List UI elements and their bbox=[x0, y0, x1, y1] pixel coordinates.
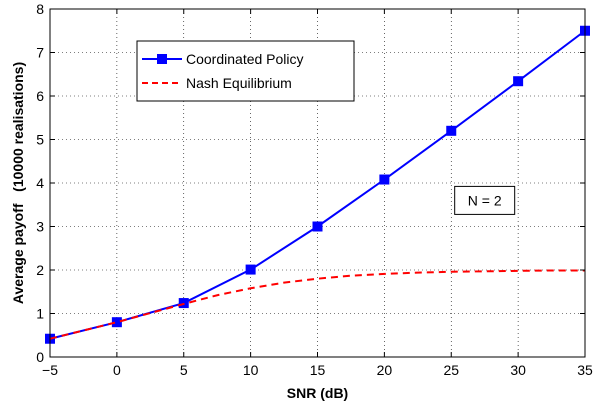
annotation-text: N = 2 bbox=[468, 192, 502, 208]
data-point-coordinated-policy bbox=[446, 125, 457, 136]
y-tick-label: 5 bbox=[36, 132, 44, 148]
x-tick-label: −5 bbox=[42, 362, 58, 378]
ticks bbox=[49, 8, 586, 358]
data-point-coordinated-policy bbox=[245, 264, 256, 275]
data-point-coordinated-policy bbox=[312, 221, 323, 232]
annotation-box bbox=[454, 185, 516, 215]
x-tick-label: 10 bbox=[243, 362, 259, 378]
data-point-coordinated-policy bbox=[111, 317, 122, 328]
y-tick-labels: 0 1 2 3 4 5 6 7 8 bbox=[36, 1, 44, 365]
y-tick-label: 3 bbox=[36, 219, 44, 235]
y-tick-label: 4 bbox=[36, 175, 44, 191]
x-tick-label: 15 bbox=[310, 362, 326, 378]
y-tick-label: 1 bbox=[36, 306, 44, 322]
y-tick-label: 7 bbox=[36, 45, 44, 61]
data-point-coordinated-policy bbox=[513, 76, 524, 87]
series-line-nash-equilibrium bbox=[49, 269, 585, 340]
y-tick-label: 0 bbox=[36, 349, 44, 365]
x-tick-label: 20 bbox=[377, 362, 393, 378]
data-point-coordinated-policy bbox=[379, 174, 390, 185]
y-axis-label: Average payoff (10000 realisations) bbox=[10, 62, 26, 304]
y-tick-label: 8 bbox=[36, 1, 44, 17]
legend-entry-nash-equilibrium: Nash Equilibrium bbox=[186, 75, 292, 91]
legend: Coordinated Policy Nash Equilibrium bbox=[136, 40, 355, 102]
x-tick-labels: −5 0 5 10 15 20 25 30 35 bbox=[42, 362, 593, 378]
x-axis-label: SNR (dB) bbox=[287, 385, 348, 401]
legend-marker-coordinated bbox=[157, 54, 167, 64]
y-tick-label: 2 bbox=[36, 262, 44, 278]
annotation: N = 2 bbox=[454, 185, 516, 215]
x-tick-label: 5 bbox=[180, 362, 188, 378]
y-tick-label: 6 bbox=[36, 88, 44, 104]
legend-box bbox=[136, 40, 355, 102]
legend-entry-coordinated-policy: Coordinated Policy bbox=[186, 51, 304, 67]
x-tick-label: 0 bbox=[113, 362, 121, 378]
x-tick-label: 30 bbox=[510, 362, 526, 378]
x-tick-label: 35 bbox=[577, 362, 593, 378]
x-tick-label: 25 bbox=[443, 362, 459, 378]
